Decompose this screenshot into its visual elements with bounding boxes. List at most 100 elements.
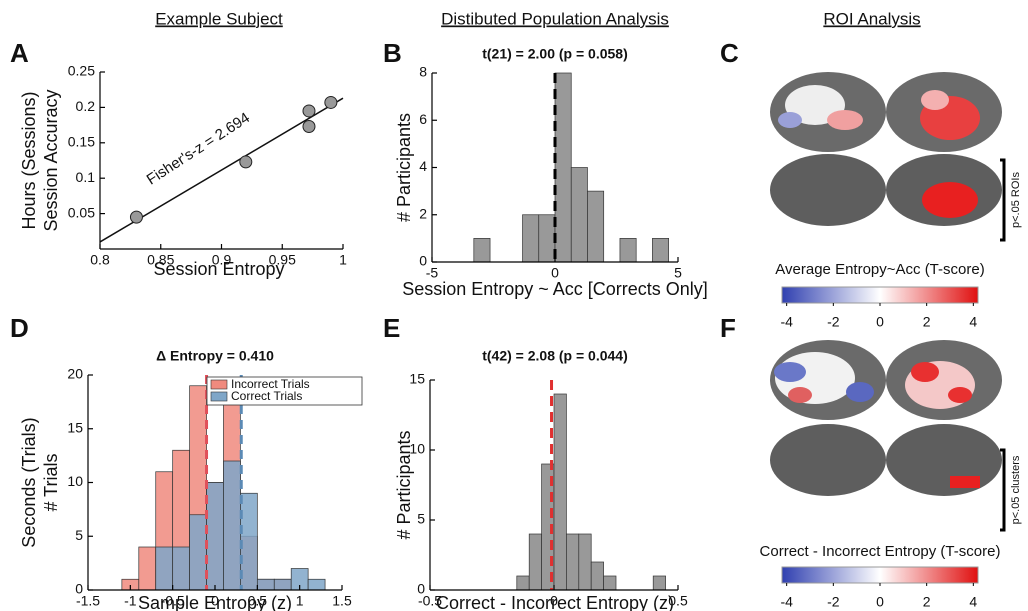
y-tick-label: 0.15 bbox=[68, 134, 95, 150]
y-tick-label: 6 bbox=[419, 111, 427, 127]
point bbox=[302, 104, 316, 118]
bar bbox=[522, 214, 540, 263]
colorbar-tick-label: 4 bbox=[969, 314, 977, 330]
x-tick-label: 0.8 bbox=[90, 252, 110, 268]
y-tick-label: 0.05 bbox=[68, 204, 95, 220]
colorbar-tick-label: 0 bbox=[876, 594, 884, 610]
bar bbox=[570, 167, 588, 263]
significance-bracket bbox=[1000, 158, 1006, 242]
column-header: Distibuted Population Analysis bbox=[441, 9, 669, 28]
chart-title: t(42) = 2.08 (p = 0.044) bbox=[482, 348, 628, 364]
x-tick-label: 0.85 bbox=[147, 252, 174, 268]
brain-views bbox=[770, 72, 1002, 496]
colorbar-tick-label: -4 bbox=[780, 594, 793, 610]
panel-letter: A bbox=[10, 38, 29, 68]
point bbox=[239, 155, 253, 169]
y-tick-label: 4 bbox=[419, 158, 427, 174]
bar bbox=[553, 393, 567, 591]
chart-title: Δ Entropy = 0.410 bbox=[156, 348, 274, 364]
y-tick-label: 15 bbox=[67, 419, 83, 435]
y-axis-label: Session Accuracy bbox=[41, 89, 61, 231]
x-tick-label: -0.5 bbox=[161, 593, 185, 609]
y-tick-label: 0 bbox=[417, 581, 425, 597]
y-tick-label: 5 bbox=[75, 527, 83, 543]
x-tick-label: 0.5 bbox=[248, 593, 268, 609]
x-tick-label: 1 bbox=[339, 252, 347, 268]
bar bbox=[652, 238, 670, 263]
bar bbox=[189, 514, 207, 591]
bar bbox=[554, 72, 572, 263]
colorbar-tick-label: 4 bbox=[969, 594, 977, 610]
panel-letter: C bbox=[720, 38, 739, 68]
colorbar bbox=[781, 566, 979, 584]
annotation: Fisher's-z = 2.694 bbox=[144, 109, 253, 188]
x-tick-label: -0.5 bbox=[418, 593, 442, 609]
bar bbox=[590, 561, 604, 591]
x-tick-label: -1 bbox=[124, 593, 137, 609]
x-axis-label: Sample Entropy (z) bbox=[138, 593, 292, 611]
panel-letter: F bbox=[720, 313, 736, 343]
y-tick-label: 20 bbox=[67, 366, 83, 382]
y-axis-label: # Trials bbox=[41, 453, 61, 511]
bar bbox=[619, 238, 637, 263]
significance-label: p<.05 ROIs bbox=[1010, 172, 1022, 228]
bar bbox=[578, 533, 592, 591]
bar bbox=[206, 482, 224, 591]
y-tick-label: 10 bbox=[409, 441, 425, 457]
y-tick-label: 0 bbox=[419, 253, 427, 269]
y-tick-label: 0.2 bbox=[76, 98, 96, 114]
bar bbox=[273, 578, 292, 591]
x-axis-label: Session Entropy bbox=[153, 259, 284, 279]
x-tick-label: 0.95 bbox=[269, 252, 296, 268]
bar bbox=[528, 533, 542, 591]
colorbar-tick-label: -4 bbox=[780, 314, 793, 330]
bar bbox=[652, 575, 666, 591]
bar bbox=[566, 533, 580, 591]
bar bbox=[256, 578, 275, 591]
bar bbox=[138, 546, 157, 591]
colorbar-tick-label: -2 bbox=[827, 314, 840, 330]
significance-bracket bbox=[1000, 448, 1006, 532]
bar bbox=[538, 214, 556, 263]
column-header: Example Subject bbox=[155, 9, 283, 28]
colorbar-tick-label: 2 bbox=[923, 314, 931, 330]
colorbar bbox=[781, 286, 979, 304]
point bbox=[129, 210, 143, 224]
bar bbox=[240, 492, 258, 591]
y-tick-label: 2 bbox=[419, 205, 427, 221]
y-axis-label: # Participants bbox=[394, 113, 414, 222]
panel-letter: E bbox=[383, 313, 400, 343]
bar bbox=[516, 575, 530, 591]
y-tick-label: 5 bbox=[417, 511, 425, 527]
x-axis-label: Correct - Incorrect Entropy (z) bbox=[436, 593, 674, 611]
chart-title: t(21) = 2.00 (p = 0.058) bbox=[482, 46, 628, 62]
colorbar-label: Correct - Incorrect Entropy (T-score) bbox=[760, 543, 1001, 560]
x-tick-label: 0 bbox=[211, 593, 219, 609]
y-tick-label: 8 bbox=[419, 64, 427, 80]
y-tick-label: 10 bbox=[67, 473, 83, 489]
panel-letter: B bbox=[383, 38, 402, 68]
legend-swatch bbox=[210, 379, 228, 390]
bar bbox=[587, 190, 605, 263]
bar bbox=[473, 238, 491, 263]
colorbar-tick-label: -2 bbox=[827, 594, 840, 610]
legend-label: Correct Trials bbox=[231, 389, 302, 403]
x-tick-label: 1.5 bbox=[332, 593, 352, 609]
legend-swatch bbox=[210, 391, 228, 402]
point bbox=[302, 120, 316, 134]
bar bbox=[307, 578, 326, 591]
bar bbox=[172, 546, 190, 591]
y-tick-label: 0.25 bbox=[68, 63, 95, 79]
panel-letter: D bbox=[10, 313, 29, 343]
bar bbox=[223, 460, 241, 591]
legend-label: Incorrect Trials bbox=[231, 377, 310, 391]
x-tick-label: 0.9 bbox=[212, 252, 232, 268]
x-tick-label: 5 bbox=[674, 265, 682, 281]
significance-label: p<.05 clusters bbox=[1010, 455, 1022, 524]
legend-box bbox=[206, 376, 363, 406]
x-tick-label: 0 bbox=[551, 265, 559, 281]
bar bbox=[155, 546, 174, 591]
x-axis-label: Session Entropy ~ Acc [Corrects Only] bbox=[402, 279, 708, 299]
x-tick-label: -1.5 bbox=[76, 593, 100, 609]
